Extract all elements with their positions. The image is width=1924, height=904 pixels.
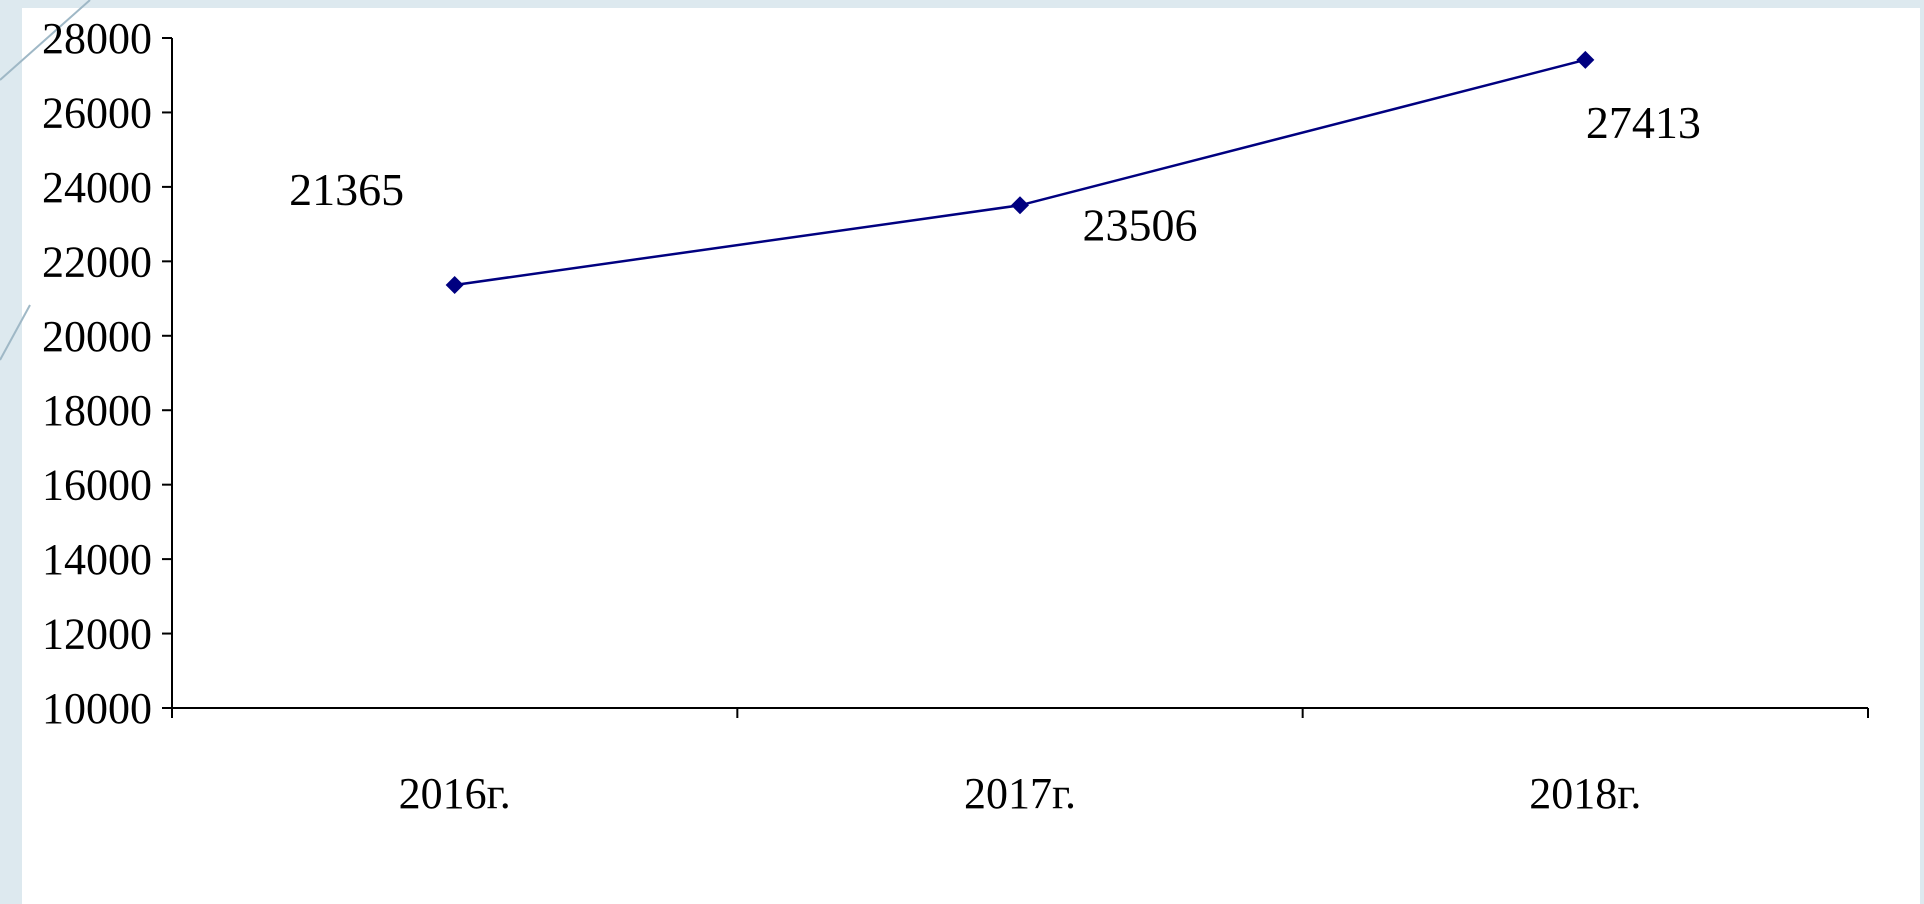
x-tick-label: 2016г. [399, 769, 511, 818]
y-tick-label: 14000 [42, 535, 152, 584]
chart-area [22, 8, 1920, 904]
data-label: 21365 [289, 164, 404, 215]
series-line [445, 50, 1595, 294]
data-point-marker [1011, 196, 1029, 215]
data-labels: 21365 23506 27413 [289, 97, 1701, 250]
data-label: 27413 [1586, 97, 1701, 148]
y-tick-label: 18000 [42, 386, 152, 435]
x-tick-label: 2017г. [964, 769, 1076, 818]
x-axis: 2016г. 2017г. 2018г. [171, 707, 1869, 818]
decorative-line-top [0, 0, 91, 81]
y-tick-label: 16000 [42, 461, 152, 510]
decorative-line-mid [0, 304, 31, 361]
data-point-marker [1576, 50, 1595, 69]
y-tick-label: 10000 [42, 684, 152, 733]
series-polyline [454, 58, 1586, 287]
y-tick-label: 28000 [42, 14, 152, 63]
y-tick-label: 22000 [42, 237, 152, 286]
y-tick-label: 20000 [42, 312, 152, 361]
y-tick-label: 12000 [42, 610, 152, 659]
y-tick-label: 24000 [42, 163, 152, 212]
y-tick-label: 26000 [42, 88, 152, 137]
data-point-marker [445, 275, 464, 294]
y-axis: 10000 12000 14000 16000 18000 20000 22000 24000… [42, 14, 173, 733]
data-label: 23506 [1083, 199, 1198, 250]
x-tick-label: 2018г. [1529, 769, 1641, 818]
